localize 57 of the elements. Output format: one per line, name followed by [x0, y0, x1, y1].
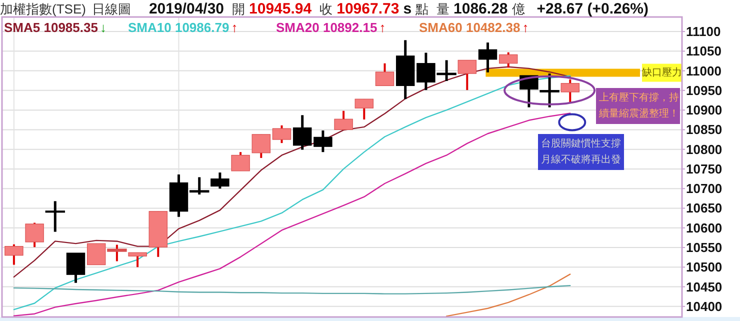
y-tick-label: 10550: [686, 240, 722, 255]
candlestick: [272, 124, 292, 144]
y-tick-label: 10850: [686, 122, 722, 138]
y-tick-label: 10500: [686, 260, 722, 275]
candlestick: [498, 51, 518, 69]
y-tick-label: 10800: [686, 142, 722, 157]
annotation: 1086.28: [454, 0, 508, 18]
candlestick: [4, 243, 24, 266]
text: SMA10 10986.79↑: [128, 20, 238, 34]
text: 量: [436, 2, 450, 16]
y-tick-label: 10700: [686, 181, 722, 196]
y-tick-label: 11100: [686, 24, 721, 40]
annotation: 2019/04/30: [148, 0, 224, 18]
y-tick-label: 10900: [686, 102, 722, 118]
candlestick: [314, 129, 332, 154]
ref-line-label: 缺口壓力: [642, 66, 682, 78]
y-tick-label: 10650: [686, 200, 722, 216]
annotation: +28.67 (+0.26%): [536, 0, 649, 18]
line-series: [446, 274, 571, 317]
annotation: s: [403, 0, 412, 18]
annotation: 10945.94: [249, 0, 312, 18]
text: 開: [232, 2, 246, 16]
candlestick: [478, 41, 498, 74]
annotation: 10967.73: [336, 0, 400, 18]
candlestick: [458, 59, 477, 92]
line-series: [13, 284, 571, 294]
candlestick: [210, 171, 230, 190]
chart-subtitle: 日線圖: [92, 2, 131, 16]
y-tick-label: 10950: [686, 82, 722, 98]
text: 收: [320, 2, 333, 16]
text: 億: [512, 2, 525, 16]
y-tick-label: 10400: [686, 298, 722, 314]
candlestick: [334, 110, 353, 131]
candlestick: [128, 252, 147, 268]
candlestick: [375, 62, 394, 87]
text: 上有壓下有撐，持續量縮震盪整理！: [598, 92, 679, 120]
candlestick: [231, 151, 250, 172]
candlestick: [560, 78, 580, 104]
y-tick-label: 10600: [686, 220, 722, 236]
candlestick: [25, 222, 44, 248]
y-tick-label: 10750: [686, 161, 722, 176]
candlestick: [354, 98, 374, 120]
text: 點: [414, 2, 429, 16]
candlestick: [292, 114, 312, 151]
line-series: [13, 75, 571, 310]
text: SMA20 10892.15↑: [276, 20, 386, 34]
candlestick: [45, 200, 66, 234]
annotation: 台股關鍵慣性支撐月線不破將再出發: [541, 138, 621, 166]
candlestick: [252, 133, 271, 159]
candlestick: [540, 72, 560, 109]
chart-title: 加權指數(TSE): [0, 2, 86, 16]
y-tick-label: 11000: [686, 63, 722, 78]
candlestick: [66, 252, 86, 284]
text: SMA5 10985.35↓: [4, 20, 106, 34]
text: SMA60 10482.38↑: [419, 20, 529, 34]
y-tick-label: 10450: [686, 279, 722, 294]
y-tick-label: 11050: [686, 44, 722, 59]
